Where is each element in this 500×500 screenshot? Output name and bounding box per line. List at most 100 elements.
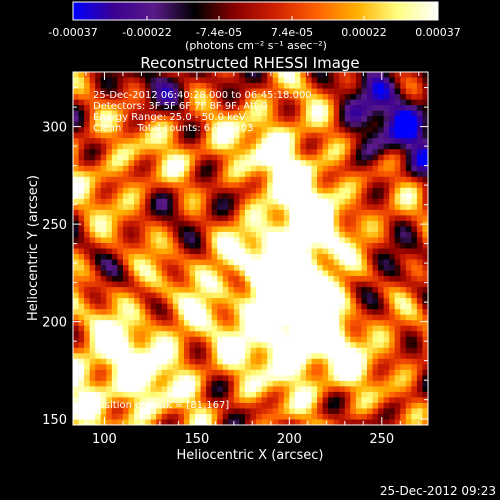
heatmap-cell bbox=[317, 259, 324, 266]
heatmap-cell bbox=[172, 375, 179, 382]
heatmap-cell bbox=[78, 105, 85, 112]
heatmap-cell bbox=[278, 413, 285, 421]
heatmap-cell bbox=[416, 386, 424, 393]
heatmap-cell bbox=[294, 391, 302, 399]
heatmap-cell bbox=[339, 270, 346, 277]
heatmap-cell bbox=[195, 314, 202, 321]
heatmap-cell bbox=[206, 325, 213, 332]
heatmap-cell bbox=[411, 160, 418, 167]
heatmap-cell bbox=[211, 99, 218, 106]
heatmap-cell bbox=[322, 198, 329, 205]
heatmap-cell bbox=[422, 94, 428, 101]
heatmap-cell bbox=[305, 386, 313, 393]
heatmap-cell bbox=[339, 143, 346, 150]
heatmap-cell bbox=[222, 369, 229, 376]
heatmap-cell bbox=[350, 198, 357, 205]
heatmap-cell bbox=[117, 237, 124, 244]
heatmap-cell bbox=[372, 309, 379, 316]
heatmap-cell bbox=[339, 88, 346, 95]
heatmap-cell bbox=[378, 342, 385, 349]
heatmap-cell bbox=[95, 298, 102, 305]
heatmap-cell bbox=[322, 353, 329, 360]
heatmap-cell bbox=[389, 149, 396, 156]
heatmap-cell bbox=[361, 226, 368, 233]
heatmap-cell bbox=[328, 198, 335, 205]
heatmap-cell bbox=[361, 127, 368, 134]
heatmap-cell bbox=[256, 347, 263, 354]
heatmap-cell bbox=[278, 259, 285, 266]
heatmap-cell bbox=[89, 138, 96, 145]
heatmap-cell bbox=[73, 331, 80, 338]
heatmap-cell bbox=[128, 265, 135, 272]
heatmap-cell bbox=[211, 94, 218, 101]
heatmap-cell bbox=[195, 187, 202, 194]
heatmap-cell bbox=[189, 248, 196, 255]
heatmap-cell bbox=[256, 193, 263, 200]
heatmap-cell bbox=[328, 226, 335, 233]
heatmap-cell bbox=[311, 105, 318, 112]
heatmap-cell bbox=[239, 88, 246, 95]
heatmap-cell bbox=[228, 292, 235, 299]
heatmap-cell bbox=[95, 132, 102, 139]
heatmap-cell bbox=[95, 419, 102, 425]
heatmap-cell bbox=[117, 281, 124, 288]
heatmap-cell bbox=[211, 408, 218, 415]
heatmap-cell bbox=[178, 413, 185, 421]
heatmap-cell bbox=[355, 265, 363, 272]
heatmap-cell bbox=[172, 160, 179, 167]
heatmap-cell bbox=[117, 292, 124, 299]
heatmap-cell bbox=[378, 419, 385, 425]
heatmap-cell bbox=[361, 325, 368, 332]
heatmap-cell bbox=[339, 165, 346, 172]
heatmap-cell bbox=[305, 209, 313, 217]
heatmap-cell bbox=[416, 77, 424, 84]
heatmap-cell bbox=[411, 298, 418, 305]
heatmap-cell bbox=[322, 116, 329, 123]
heatmap-cell bbox=[267, 209, 274, 217]
heatmap-cell bbox=[222, 149, 229, 156]
heatmap-cell bbox=[411, 331, 418, 338]
heatmap-cell bbox=[294, 160, 302, 167]
heatmap-cell bbox=[100, 116, 107, 123]
heatmap-cell bbox=[272, 160, 279, 167]
heatmap-cell bbox=[317, 116, 324, 123]
heatmap-cell bbox=[150, 248, 157, 255]
heatmap-cell bbox=[89, 237, 96, 244]
heatmap-cell bbox=[339, 397, 346, 404]
heatmap-cell bbox=[73, 292, 80, 299]
heatmap-cell bbox=[217, 198, 224, 205]
heatmap-cell bbox=[189, 353, 196, 360]
heatmap-cell bbox=[111, 127, 118, 134]
heatmap-cell bbox=[217, 303, 224, 310]
heatmap-cell bbox=[167, 413, 174, 421]
heatmap-cell bbox=[189, 198, 196, 205]
heatmap-cell bbox=[156, 325, 163, 332]
heatmap-cell bbox=[78, 231, 85, 239]
heatmap-cell bbox=[350, 408, 357, 415]
heatmap-cell bbox=[122, 259, 130, 266]
heatmap-cell bbox=[128, 176, 135, 183]
heatmap-cell bbox=[305, 127, 313, 134]
heatmap-cell bbox=[339, 380, 346, 387]
heatmap-cell bbox=[183, 182, 191, 189]
heatmap-cell bbox=[422, 309, 428, 316]
heatmap-cell bbox=[195, 121, 202, 128]
heatmap-cell bbox=[344, 149, 351, 156]
heatmap-cell bbox=[416, 358, 424, 365]
heatmap-cell bbox=[156, 88, 163, 95]
heatmap-cell bbox=[294, 364, 302, 371]
heatmap-cell bbox=[150, 77, 157, 84]
heatmap-cell bbox=[405, 386, 412, 393]
heatmap-cell bbox=[411, 386, 418, 393]
heatmap-cell bbox=[139, 380, 146, 387]
heatmap-cell bbox=[178, 154, 185, 161]
heatmap-cell bbox=[328, 127, 335, 134]
heatmap-cell bbox=[134, 347, 141, 354]
heatmap-cell bbox=[261, 303, 268, 310]
heatmap-cell bbox=[200, 204, 207, 211]
heatmap-cell bbox=[333, 248, 340, 255]
heatmap-cell bbox=[128, 198, 135, 205]
heatmap-cell bbox=[89, 276, 96, 283]
heatmap-cell bbox=[145, 419, 152, 425]
heatmap-cell bbox=[400, 342, 407, 349]
